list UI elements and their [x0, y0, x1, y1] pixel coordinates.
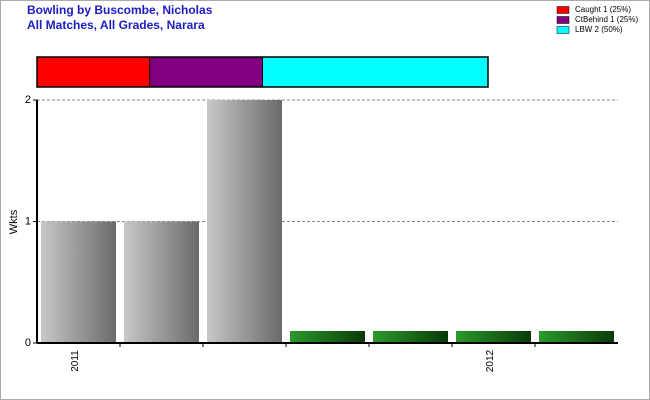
y-tick-label: 1	[25, 215, 31, 227]
chart-subtitle: All Matches, All Grades, Narara	[27, 18, 205, 32]
legend-swatch	[556, 16, 570, 24]
stack-outline	[36, 56, 489, 88]
x-tick-label: 2012	[485, 349, 496, 372]
chart-title: Bowling by Buscombe, Nicholas	[27, 3, 213, 17]
stack-segment	[149, 56, 263, 88]
bar	[373, 331, 448, 343]
legend-label: CtBehind 1 (25%)	[575, 15, 638, 24]
stack-segment	[36, 56, 151, 88]
legend-swatch	[556, 6, 570, 14]
stack-segment	[262, 56, 489, 88]
legend-label: Caught 1 (25%)	[575, 5, 631, 14]
legend-label: LBW 2 (50%)	[575, 25, 623, 34]
bar	[41, 221, 116, 343]
bar	[207, 100, 282, 343]
y-axis-label: Wkts	[8, 209, 20, 234]
bar	[456, 331, 531, 343]
bar	[124, 221, 199, 343]
legend-swatch	[556, 26, 570, 34]
x-tick-label: 2011	[70, 350, 81, 372]
y-tick-label: 0	[25, 337, 31, 349]
bar	[539, 331, 614, 343]
bar	[290, 331, 365, 343]
y-tick-label: 2	[25, 94, 31, 106]
